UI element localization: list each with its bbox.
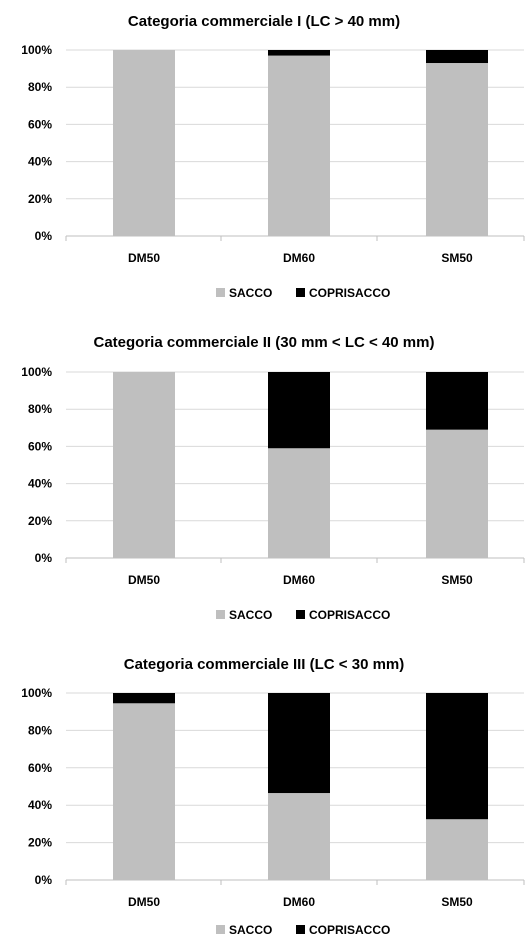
bar-coprisacco-sm50	[426, 693, 488, 820]
legend-label: SACCO	[229, 923, 272, 937]
x-category-label: DM60	[283, 895, 315, 909]
chart-panel: Categoria commerciale I (LC > 40 mm) 0% 20…	[21, 13, 525, 300]
y-tick-label: 80%	[28, 723, 52, 737]
legend-label: SACCO	[229, 608, 272, 622]
legend-label: COPRISACCO	[309, 286, 390, 300]
y-tick-label: 60%	[28, 439, 52, 453]
legend-swatch	[216, 288, 225, 297]
chart-title: Categoria commerciale I (LC > 40 mm)	[128, 13, 400, 30]
chart-title: Categoria commerciale II (30 mm < LC < 4…	[94, 334, 435, 351]
x-category-label: DM50	[128, 895, 160, 909]
bar-sacco-dm50	[113, 703, 175, 880]
chart-title: Categoria commerciale III (LC < 30 mm)	[124, 656, 405, 673]
x-category-label: DM60	[283, 251, 315, 265]
bar-sacco-dm50	[113, 50, 175, 236]
legend-label: COPRISACCO	[309, 923, 390, 937]
y-tick-label: 40%	[28, 477, 52, 491]
legend-swatch	[216, 925, 225, 934]
bar-coprisacco-dm60	[268, 372, 330, 449]
legend-swatch	[296, 610, 305, 619]
bar-coprisacco-sm50	[426, 372, 488, 430]
bar-sacco-dm60	[268, 55, 330, 236]
chart-panel: Categoria commerciale III (LC < 30 mm) 0%…	[21, 656, 525, 937]
y-tick-label: 60%	[28, 117, 52, 131]
legend-swatch	[216, 610, 225, 619]
legend-label: COPRISACCO	[309, 608, 390, 622]
legend-swatch	[296, 925, 305, 934]
x-category-label: DM50	[128, 251, 160, 265]
x-category-label: SM50	[441, 573, 473, 587]
y-tick-label: 60%	[28, 761, 52, 775]
legend-swatch	[296, 288, 305, 297]
y-tick-label: 100%	[21, 365, 52, 379]
y-tick-label: 20%	[28, 836, 52, 850]
y-tick-label: 40%	[28, 155, 52, 169]
y-tick-label: 100%	[21, 686, 52, 700]
y-tick-label: 100%	[21, 43, 52, 57]
bar-sacco-sm50	[426, 63, 488, 236]
bar-sacco-dm60	[268, 448, 330, 558]
y-tick-label: 20%	[28, 192, 52, 206]
legend-label: SACCO	[229, 286, 272, 300]
y-tick-label: 0%	[35, 551, 53, 565]
y-tick-label: 20%	[28, 514, 52, 528]
bar-sacco-dm50	[113, 372, 175, 558]
y-tick-label: 0%	[35, 229, 53, 243]
bar-coprisacco-sm50	[426, 50, 488, 64]
x-category-label: SM50	[441, 895, 473, 909]
y-tick-label: 40%	[28, 798, 52, 812]
x-category-label: DM50	[128, 573, 160, 587]
y-tick-label: 80%	[28, 402, 52, 416]
x-category-label: SM50	[441, 251, 473, 265]
y-tick-label: 80%	[28, 80, 52, 94]
bar-sacco-dm60	[268, 793, 330, 880]
y-tick-label: 0%	[35, 873, 53, 887]
bar-coprisacco-dm50	[113, 693, 175, 704]
x-category-label: DM60	[283, 573, 315, 587]
bar-coprisacco-dm60	[268, 693, 330, 794]
bar-coprisacco-dm60	[268, 50, 330, 56]
bar-sacco-sm50	[426, 429, 488, 558]
bar-sacco-sm50	[426, 819, 488, 880]
chart-panel: Categoria commerciale II (30 mm < LC < 4…	[21, 334, 525, 622]
